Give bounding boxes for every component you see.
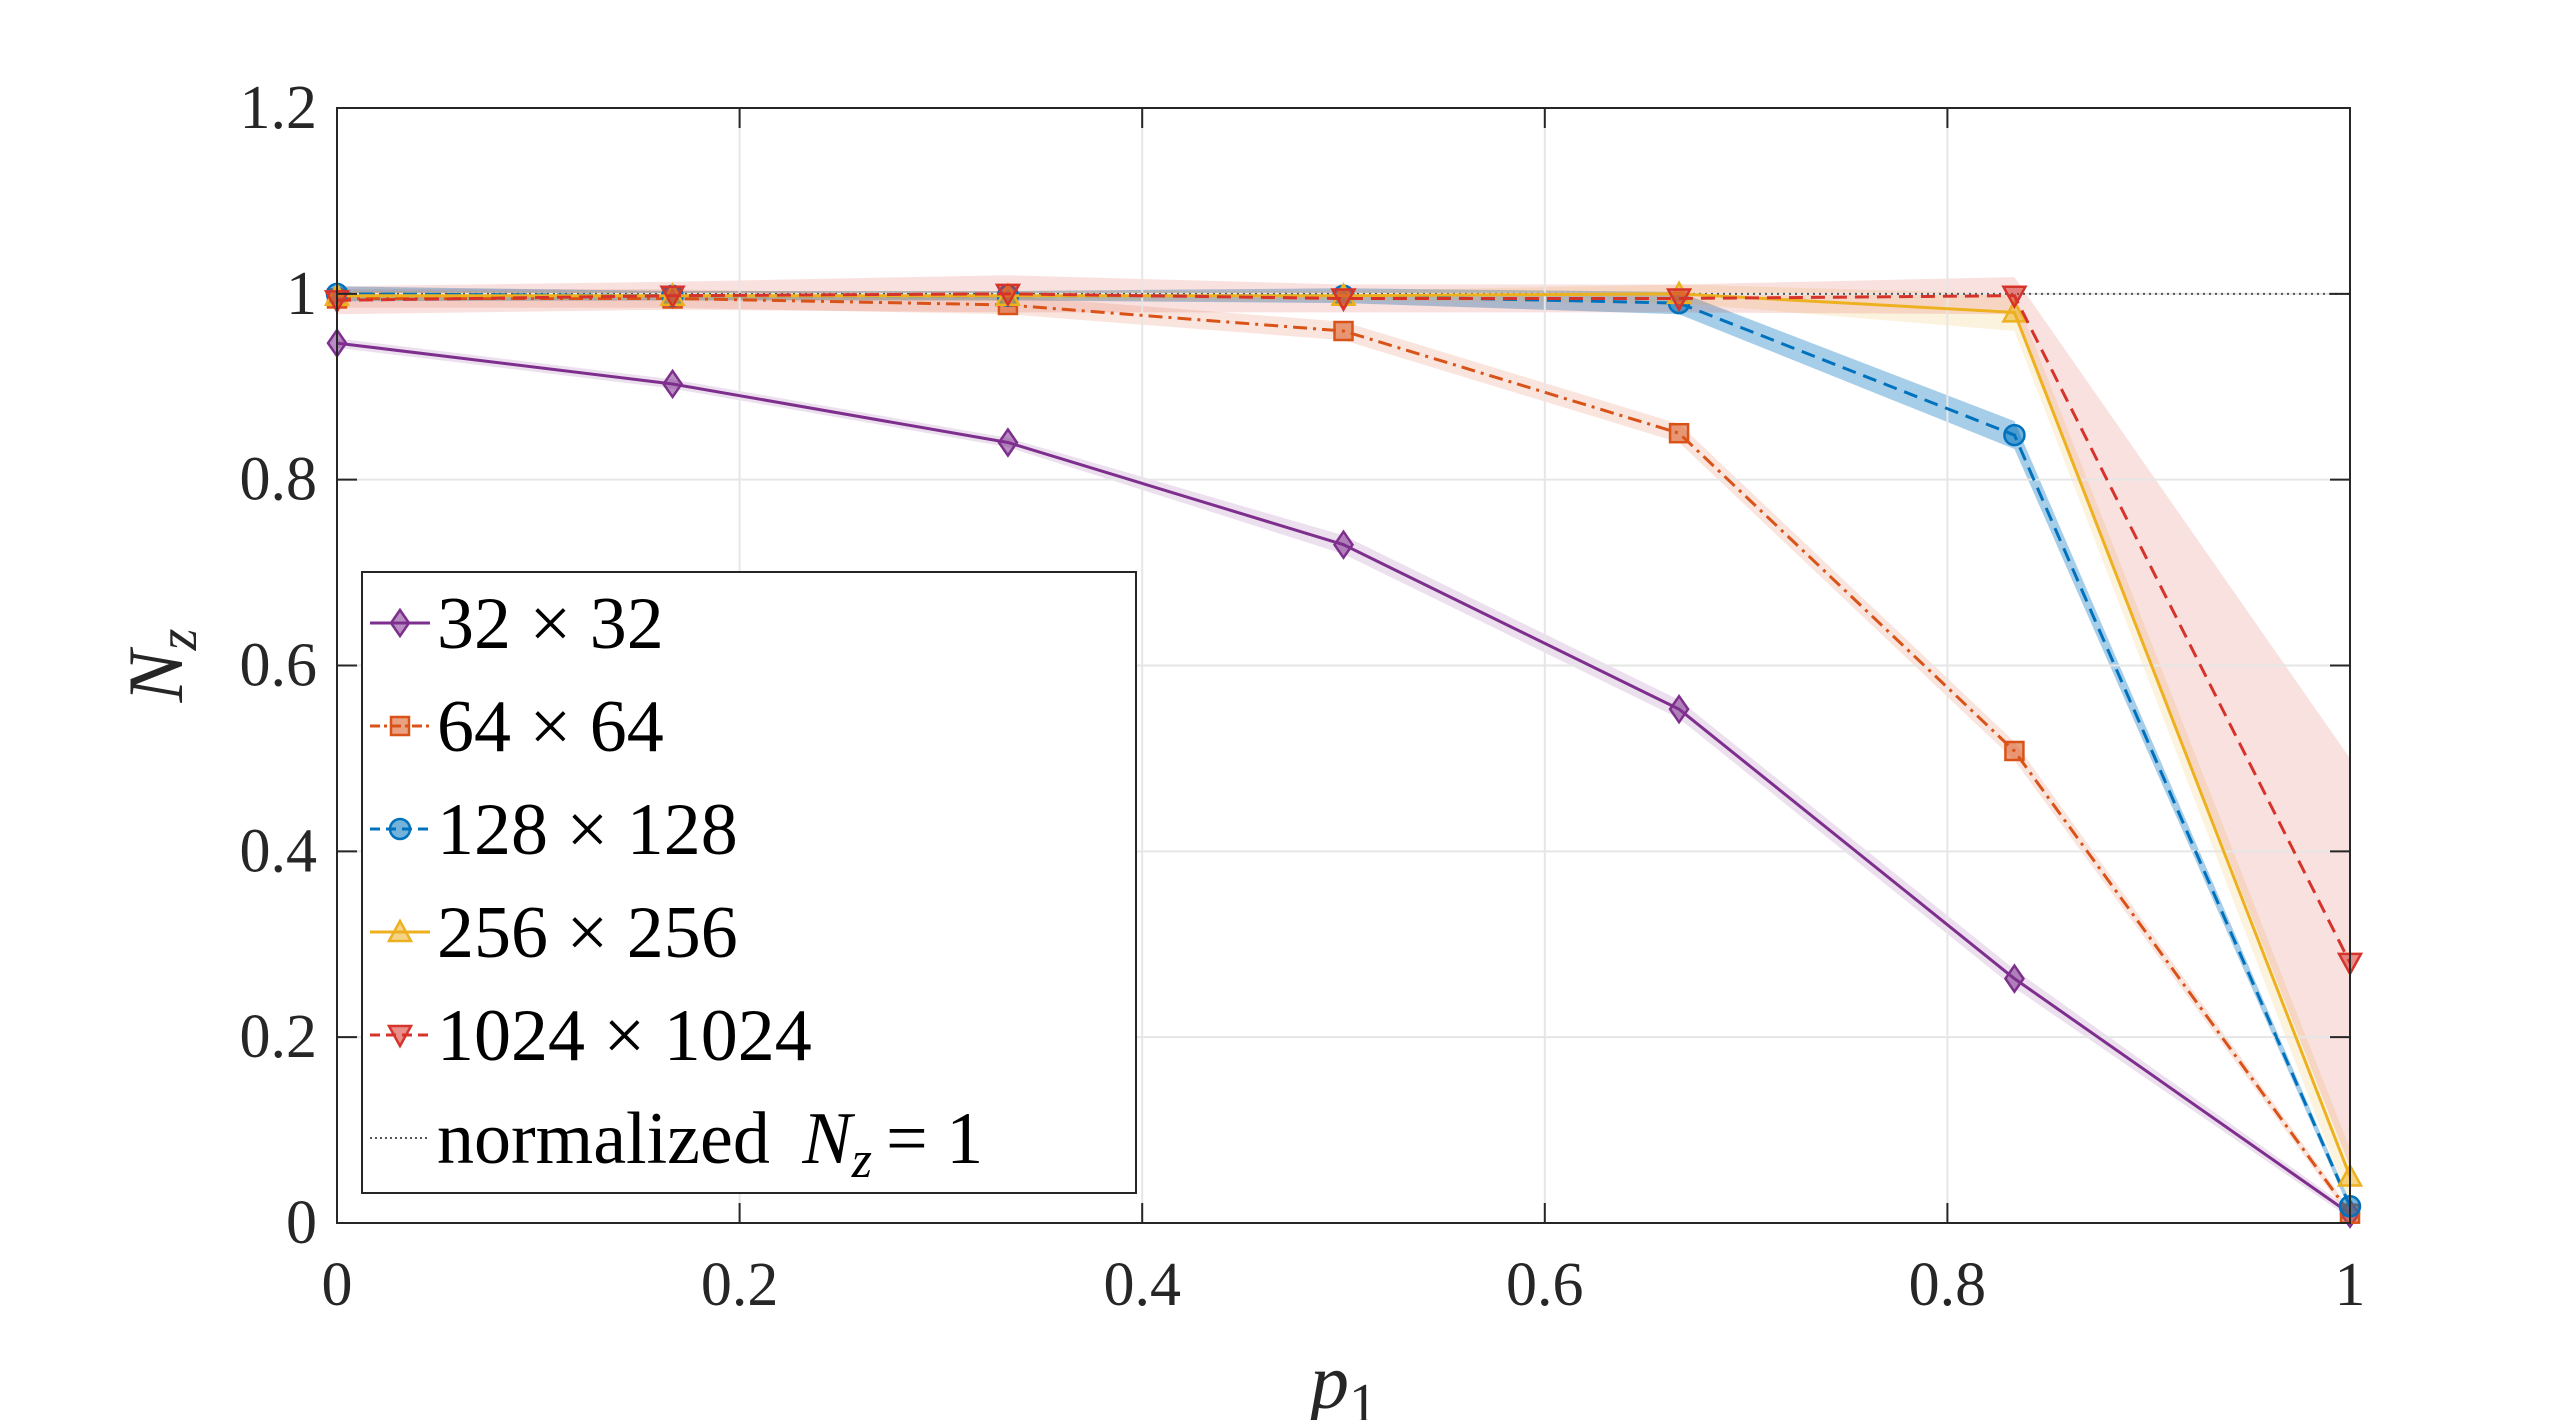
point-series-4-5 [2001, 285, 2028, 310]
x-tick-label: 0.2 [701, 1251, 779, 1319]
y-tick-label: 0.8 [240, 446, 318, 514]
x-tick-label: 0 [322, 1251, 353, 1319]
series-group [323, 280, 2364, 1229]
legend-marker-2 [388, 817, 412, 841]
point-series-2-5 [2003, 423, 2026, 447]
x-tick-label: 1 [2335, 1251, 2366, 1319]
legend-box [361, 571, 1137, 1194]
legend-label-0: 32 × 32 [437, 583, 664, 665]
y-axis-title: Nz [112, 628, 209, 703]
y-tick-label: 0 [286, 1189, 317, 1257]
point-series-1-5 [2004, 740, 2025, 762]
legend-label-1: 64 × 64 [437, 686, 664, 768]
point-series-4-1 [659, 285, 686, 310]
point-series-0-5 [2003, 963, 2025, 994]
legend-label-3: 256 × 256 [437, 892, 738, 974]
legend-marker-4 [386, 1024, 414, 1049]
y-tick-label: 0.4 [240, 817, 318, 885]
legend: 32 × 32 64 × 64 128 × 128 256 × 256 1024 × 1… [361, 571, 1137, 1194]
y-tick-label: 1.2 [240, 74, 318, 142]
point-series-4-2 [994, 283, 1022, 308]
point-series-0-3 [1332, 529, 1355, 560]
x-tick-label: 0.6 [1506, 1251, 1584, 1319]
y-tick-labels: 0 0.2 0.4 0.6 0.8 1 1.2 [240, 74, 318, 1257]
x-tick-labels: 0 0.2 0.4 0.6 0.8 1 [322, 1251, 2366, 1319]
legend-reference-var: N [801, 1098, 855, 1180]
x-tick-label: 0.4 [1103, 1251, 1181, 1319]
y-tick-label: 1 [286, 260, 317, 328]
legend-reference-prefix: normalized [437, 1098, 788, 1180]
legend-label-reference: normalized Nz = 1 [437, 1098, 983, 1189]
axis-ticks [336, 107, 2351, 1224]
y-tick-label: 0.6 [240, 632, 318, 700]
x-axis-title-subscript: 1 [1349, 1373, 1377, 1420]
point-series-4-3 [1330, 288, 1357, 313]
x-tick-label: 0.8 [1909, 1251, 1987, 1319]
x-axis-title: p1 [1305, 1338, 1377, 1420]
legend-marker-0 [389, 607, 411, 639]
y-tick-label: 0.2 [240, 1003, 318, 1071]
point-series-3-5 [2001, 298, 2028, 323]
legend-label-4: 1024 × 1024 [437, 995, 812, 1077]
point-series-0-2 [997, 427, 1019, 458]
point-series-0-4 [1668, 693, 1690, 725]
legend-reference-rhs: = 1 [886, 1098, 983, 1180]
y-axis-title-subscript: z [147, 628, 209, 651]
legend-reference-sub: z [851, 1132, 872, 1189]
legend-label-2: 128 × 128 [437, 789, 738, 871]
point-series-1-4 [1668, 422, 1690, 444]
point-series-4-4 [1665, 288, 1693, 313]
legend-marker-3 [386, 918, 414, 943]
point-series-1-3 [1333, 320, 1354, 342]
legend-marker-1 [389, 715, 411, 737]
point-series-0-1 [662, 368, 684, 400]
